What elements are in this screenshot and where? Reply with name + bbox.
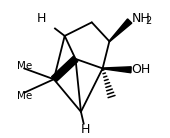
- Text: 2: 2: [145, 16, 151, 26]
- Text: H: H: [80, 123, 90, 136]
- Text: Me: Me: [17, 61, 32, 71]
- Text: OH: OH: [132, 63, 151, 76]
- Text: NH: NH: [132, 12, 150, 25]
- Text: H: H: [37, 12, 46, 25]
- Polygon shape: [103, 67, 131, 73]
- Polygon shape: [52, 56, 78, 82]
- Polygon shape: [109, 19, 132, 42]
- Text: Me: Me: [17, 91, 32, 101]
